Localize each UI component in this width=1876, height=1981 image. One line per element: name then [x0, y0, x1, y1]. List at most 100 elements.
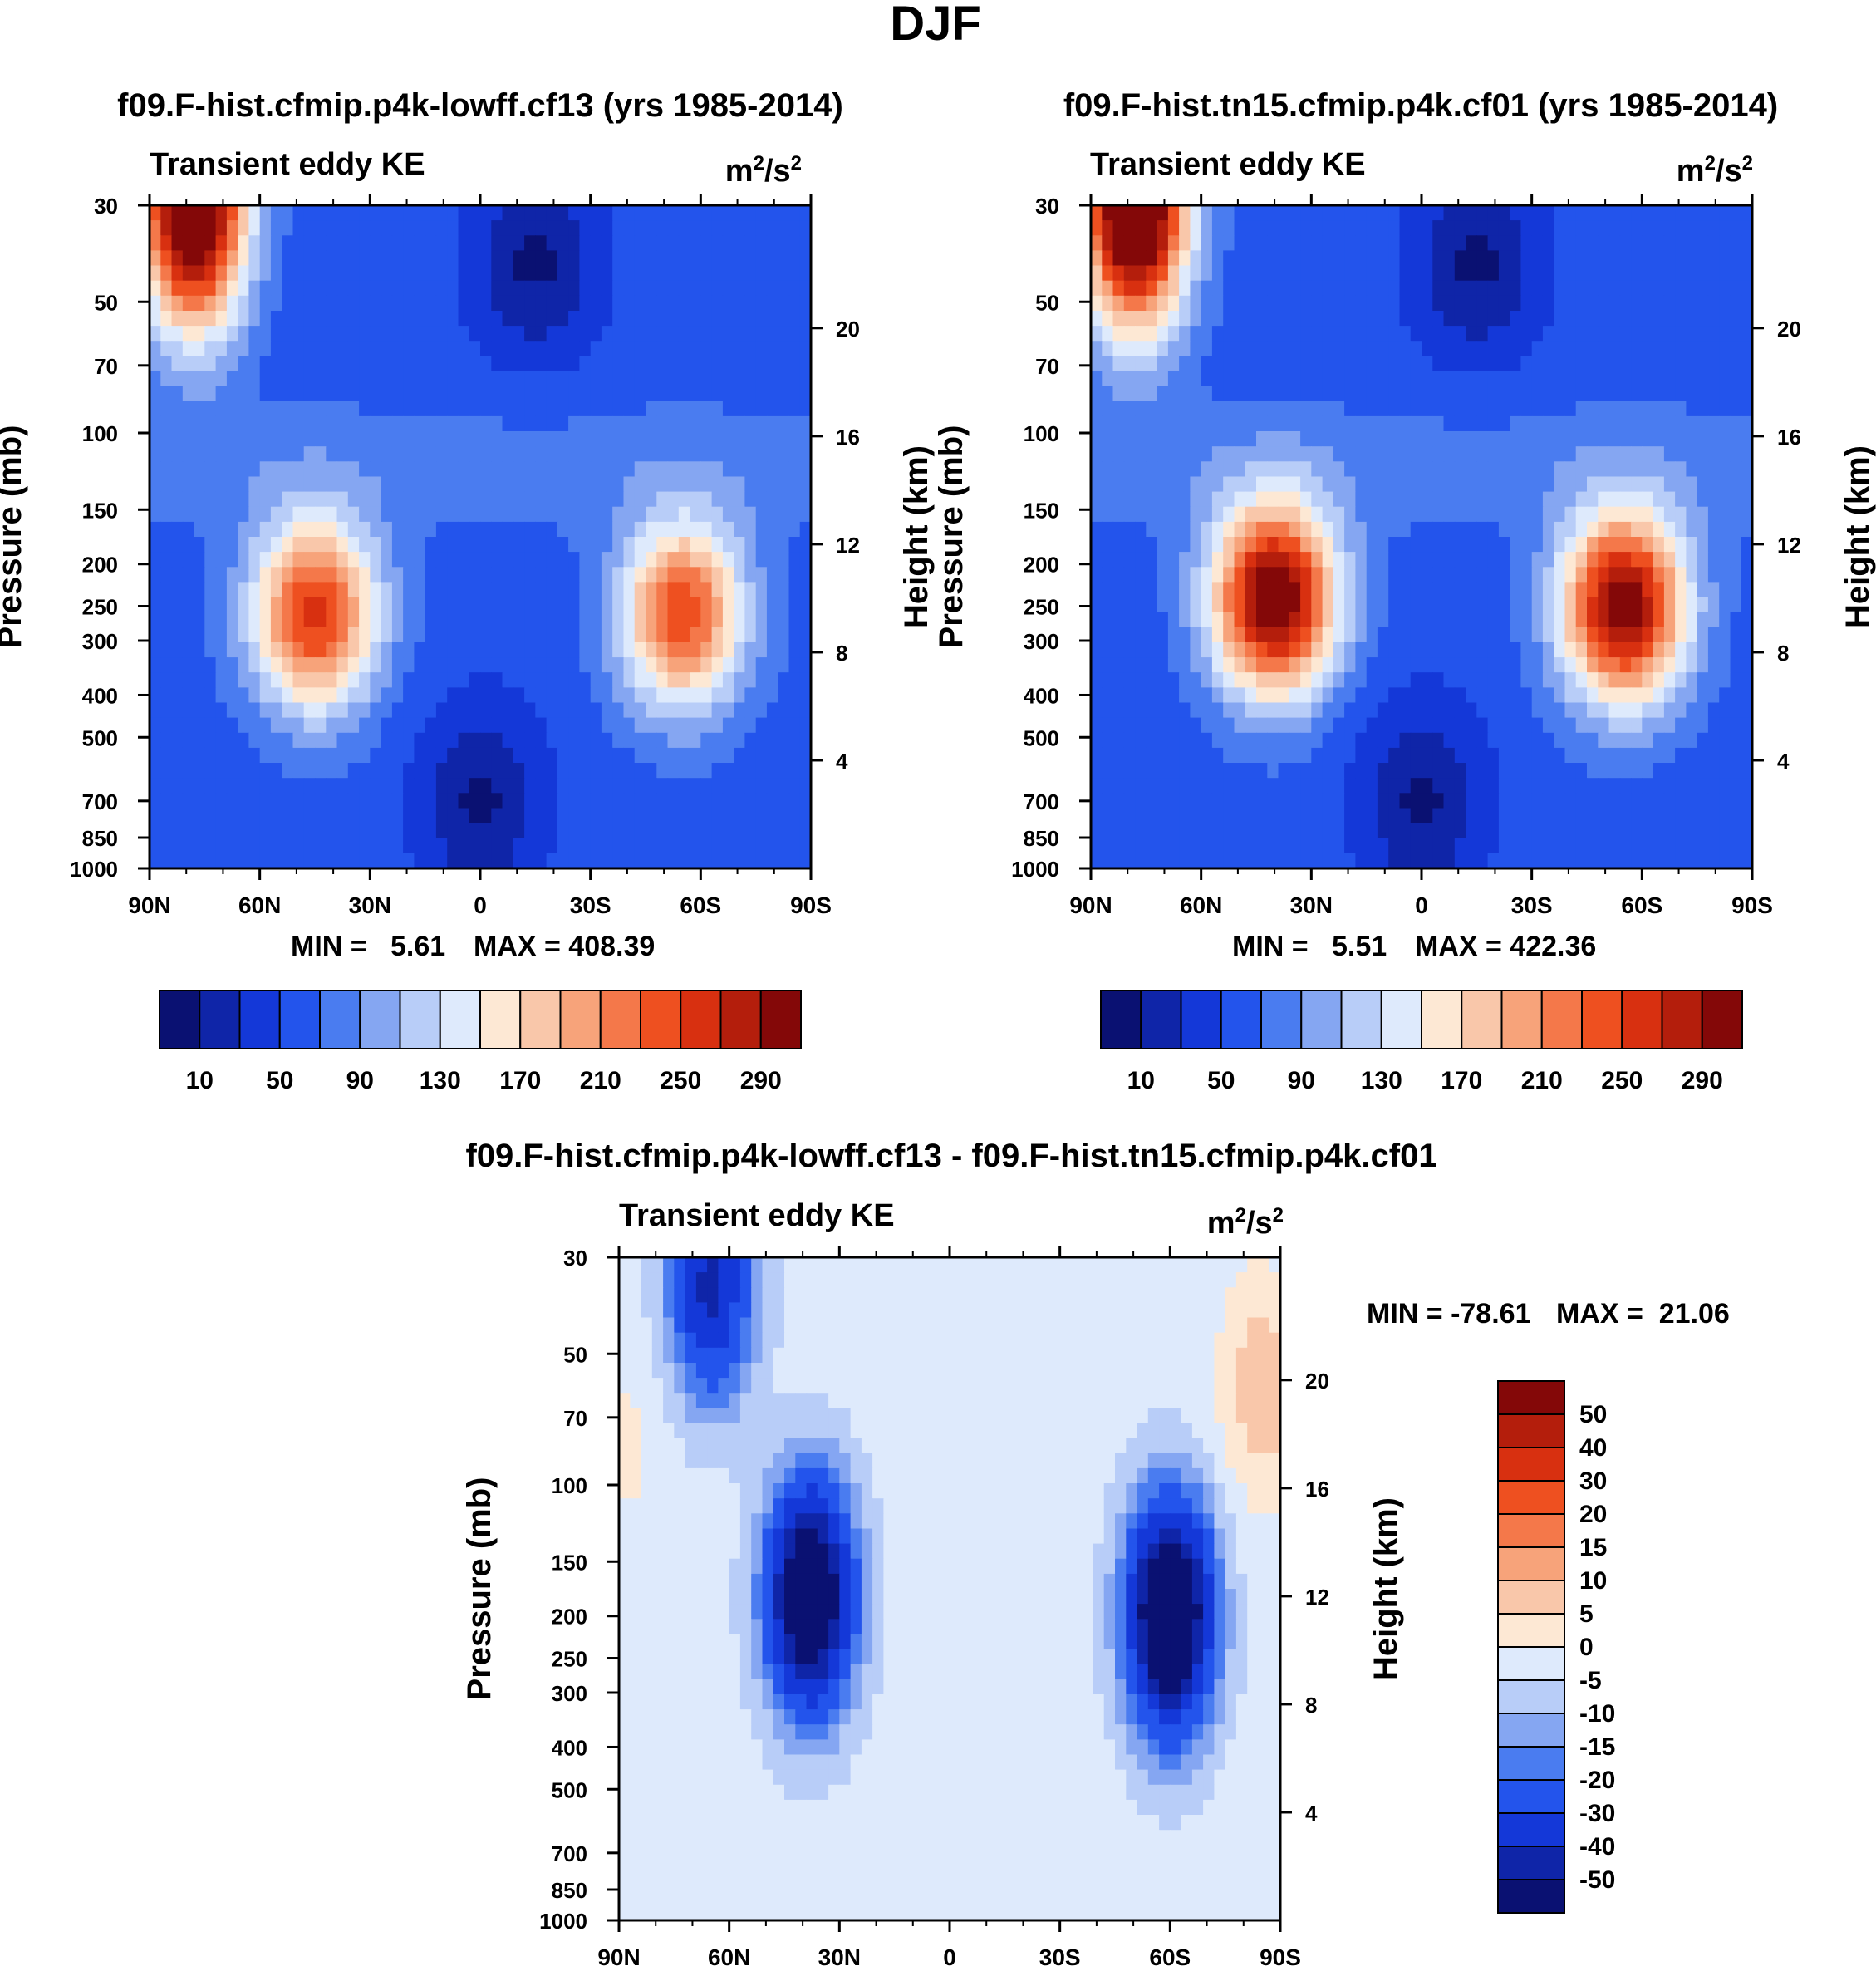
contour-cell — [1422, 311, 1433, 327]
contour-cell — [1289, 747, 1301, 764]
contour-cell — [215, 702, 228, 719]
contour-cell — [1167, 415, 1180, 432]
contour-cell — [1443, 311, 1456, 327]
contour-cell — [1256, 732, 1268, 749]
contour-cell — [414, 672, 426, 688]
contour-cell — [1410, 567, 1422, 583]
contour-cell — [1211, 205, 1224, 221]
contour-cell — [1619, 295, 1632, 312]
contour-cell — [1619, 491, 1632, 508]
contour-cell — [204, 311, 217, 327]
contour-cell — [1112, 506, 1125, 523]
contour-cell — [1686, 265, 1698, 282]
contour-cell — [601, 672, 613, 688]
contour-cell — [1102, 612, 1114, 628]
contour-cell — [1366, 702, 1378, 719]
contour-cell — [403, 521, 415, 538]
contour-cell — [535, 476, 548, 493]
contour-cell — [1587, 415, 1599, 432]
contour-cell — [1190, 627, 1202, 643]
contour-cell — [711, 642, 724, 658]
contour-cell — [414, 597, 426, 613]
contour-cell — [711, 280, 724, 297]
contour-cell — [226, 401, 238, 417]
x-tick-label: 60N — [238, 892, 281, 918]
contour-cell — [1642, 476, 1654, 493]
contour-cell — [601, 808, 613, 824]
contour-cell — [469, 627, 481, 643]
contour-cell — [1102, 627, 1114, 643]
contour-cell — [755, 778, 768, 794]
contour-cell — [788, 401, 801, 417]
contour-cell — [1157, 265, 1169, 282]
contour-cell — [1278, 431, 1290, 447]
contour-cell — [700, 838, 713, 854]
contour-cell — [1575, 491, 1588, 508]
contour-cell — [656, 280, 669, 297]
contour-cell — [1631, 356, 1643, 372]
contour-cell — [1619, 386, 1632, 402]
contour-cell — [734, 431, 745, 447]
contour-cell — [326, 446, 338, 462]
contour-cell — [788, 642, 801, 658]
contour-cell — [1256, 672, 1268, 688]
contour-cell — [502, 220, 514, 236]
contour-cell — [359, 597, 371, 613]
contour-cell — [1300, 687, 1312, 704]
contour-cell — [1190, 205, 1202, 221]
contour-cell — [1443, 702, 1456, 719]
contour-cell — [1642, 747, 1654, 764]
contour-cell — [1366, 672, 1378, 688]
contour-cell — [1454, 205, 1466, 221]
contour-cell — [612, 567, 625, 583]
contour-cell — [326, 763, 338, 779]
contour-cell — [150, 220, 161, 236]
contour-cell — [238, 808, 249, 824]
contour-cell — [1686, 386, 1698, 402]
contour-cell — [1619, 265, 1632, 282]
contour-cell — [601, 582, 613, 598]
contour-cell — [1498, 732, 1510, 749]
contour-cell — [1146, 597, 1158, 613]
contour-cell — [546, 341, 558, 356]
contour-cell — [160, 702, 173, 719]
contour-cell — [601, 250, 613, 267]
contour-cell — [1707, 597, 1720, 613]
contour-cell — [391, 250, 404, 267]
contour-cell — [711, 415, 724, 432]
contour-cell — [1466, 732, 1477, 749]
contour-cell — [292, 521, 305, 538]
contour-cell — [347, 521, 360, 538]
contour-cell — [194, 265, 205, 282]
contour-cell — [1663, 401, 1676, 417]
contour-cell — [1642, 506, 1654, 523]
contour-cell — [315, 280, 327, 297]
contour-cell — [336, 220, 349, 236]
contour-cell — [347, 205, 360, 221]
contour-cell — [1653, 295, 1665, 312]
contour-cell — [1146, 627, 1158, 643]
contour-cell — [458, 702, 470, 719]
contour-cell — [1675, 476, 1687, 493]
contour-cell — [347, 415, 360, 432]
contour-cell — [1091, 280, 1103, 297]
contour-cell — [1422, 476, 1433, 493]
contour-cell — [1707, 371, 1720, 387]
contour-cell — [1179, 326, 1191, 342]
contour-cell — [480, 491, 492, 508]
contour-cell — [1278, 295, 1290, 312]
contour-cell — [656, 341, 669, 356]
contour-cell — [1719, 356, 1731, 372]
contour-cell — [282, 838, 294, 854]
contour-cell — [215, 597, 228, 613]
contour-cell — [469, 311, 481, 327]
contour-cell — [469, 461, 481, 477]
contour-cell — [391, 778, 404, 794]
contour-cell — [744, 763, 757, 779]
contour-cell — [1344, 537, 1356, 553]
contour-cell — [182, 295, 194, 312]
contour-cell — [1399, 295, 1412, 312]
contour-cell — [1322, 506, 1334, 523]
contour-cell — [1278, 341, 1290, 356]
contour-cell — [171, 250, 184, 267]
